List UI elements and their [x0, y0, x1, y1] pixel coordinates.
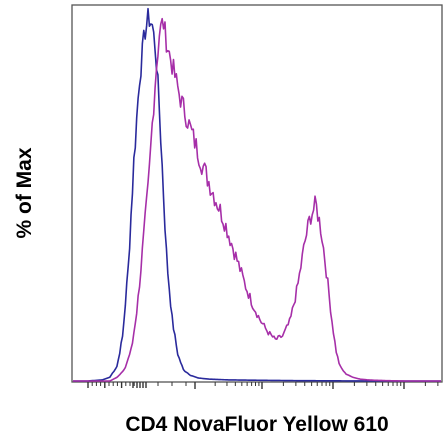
plot-frame: [71, 4, 443, 383]
series-line-2: [73, 17, 441, 382]
series-line-1: [73, 7, 441, 382]
x-axis-ticks: [87, 382, 439, 389]
x-axis-title: CD4 NovaFluor Yellow 610: [125, 413, 388, 436]
series-layer: [73, 7, 441, 382]
y-axis-title: % of Max: [13, 147, 36, 238]
